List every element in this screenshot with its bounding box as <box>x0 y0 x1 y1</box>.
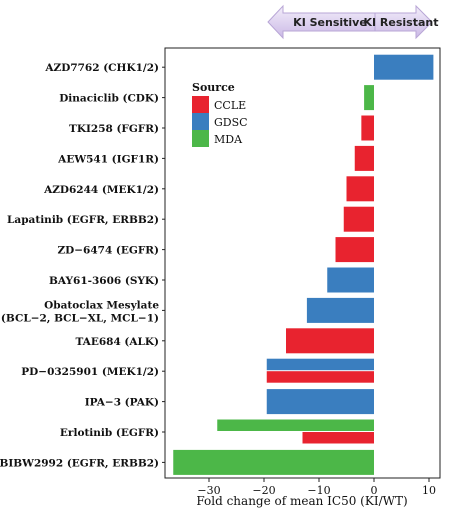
x-tick-label: −20 <box>252 484 275 497</box>
x-axis-ticks: −30 −20 −10 0 10 <box>197 478 436 497</box>
bar-azd7762-chk1-2-gdsc <box>374 54 434 80</box>
legend-swatch-mda <box>192 130 209 147</box>
bar-ipa-3-pak-gdsc <box>266 389 374 415</box>
category-label: IPA−3 (PAK) <box>85 397 159 409</box>
bar-bay61-3606-syk-gdsc <box>327 267 374 293</box>
x-tick-label: −10 <box>307 484 330 497</box>
double-arrow-shape <box>267 4 433 40</box>
bar-tae684-alk-ccle <box>286 328 374 354</box>
bar-obatoclax-mesylate-gdsc <box>306 297 374 323</box>
category-label: AEW541 (IGF1R) <box>57 153 159 165</box>
legend-title: Source <box>192 81 235 94</box>
bar-tki258-fgfr-ccle <box>361 115 374 141</box>
bar-lapatinib-egfr-erbb2-ccle <box>343 206 374 232</box>
x-tick-label: 10 <box>422 484 436 497</box>
bar-bibw2992-egfr-erbb2-mda <box>173 449 374 475</box>
bars <box>173 54 434 475</box>
bar-pd-0325901-mek1-2-ccle <box>266 371 374 383</box>
category-label: Erlotinib (EGFR) <box>60 427 159 439</box>
category-label: TKI258 (FGFR) <box>69 123 159 135</box>
bar-azd6244-mek1-2-ccle <box>346 176 374 202</box>
category-label: BIBW2992 (EGFR, ERBB2) <box>0 457 159 469</box>
x-tick-label: −30 <box>197 484 220 497</box>
bar-zd-6474-egfr-ccle <box>335 237 374 263</box>
legend-swatch-ccle <box>192 96 209 113</box>
legend: Source CCLE GDSC MDA <box>192 81 248 147</box>
category-labels: AZD7762 (CHK1/2) Dinaciclib (CDK) TKI258 (… <box>0 62 165 469</box>
category-label: AZD6244 (MEK1/2) <box>43 184 159 196</box>
category-label: Obatoclax Mesylate (BCL−2, BCL−XL, MCL−1) <box>1 299 159 324</box>
bar-pd-0325901-mek1-2-gdsc <box>266 358 374 371</box>
category-label: AZD7762 (CHK1/2) <box>44 62 159 74</box>
arrow-right-label: KI Resistant <box>363 16 438 29</box>
bar-erlotinib-egfr-mda <box>217 419 374 431</box>
category-label: ZD−6474 (EGFR) <box>57 245 159 257</box>
category-label: Lapatinib (EGFR, ERBB2) <box>7 214 159 226</box>
category-label: BAY61-3606 (SYK) <box>49 275 159 287</box>
legend-swatch-gdsc <box>192 113 209 130</box>
x-axis-title: Fold change of mean IC50 (KI/WT) <box>196 494 407 508</box>
legend-label-ccle: CCLE <box>214 99 246 112</box>
legend-label-gdsc: GDSC <box>214 116 248 129</box>
header-arrow: KI Sensitive KI Resistant <box>267 4 439 40</box>
bar-erlotinib-egfr-ccle <box>302 432 374 444</box>
arrow-left-label: KI Sensitive <box>293 16 367 29</box>
bar-aew541-igf1r-ccle <box>354 145 374 171</box>
category-label: Dinaciclib (CDK) <box>59 93 159 105</box>
category-label: PD−0325901 (MEK1/2) <box>21 366 159 378</box>
x-tick-label: 0 <box>371 484 378 497</box>
bar-dinaciclib-cdk-mda <box>364 85 374 111</box>
plot-area-border <box>164 47 441 479</box>
category-label: TAE684 (ALK) <box>75 336 159 348</box>
legend-label-mda: MDA <box>214 133 243 146</box>
